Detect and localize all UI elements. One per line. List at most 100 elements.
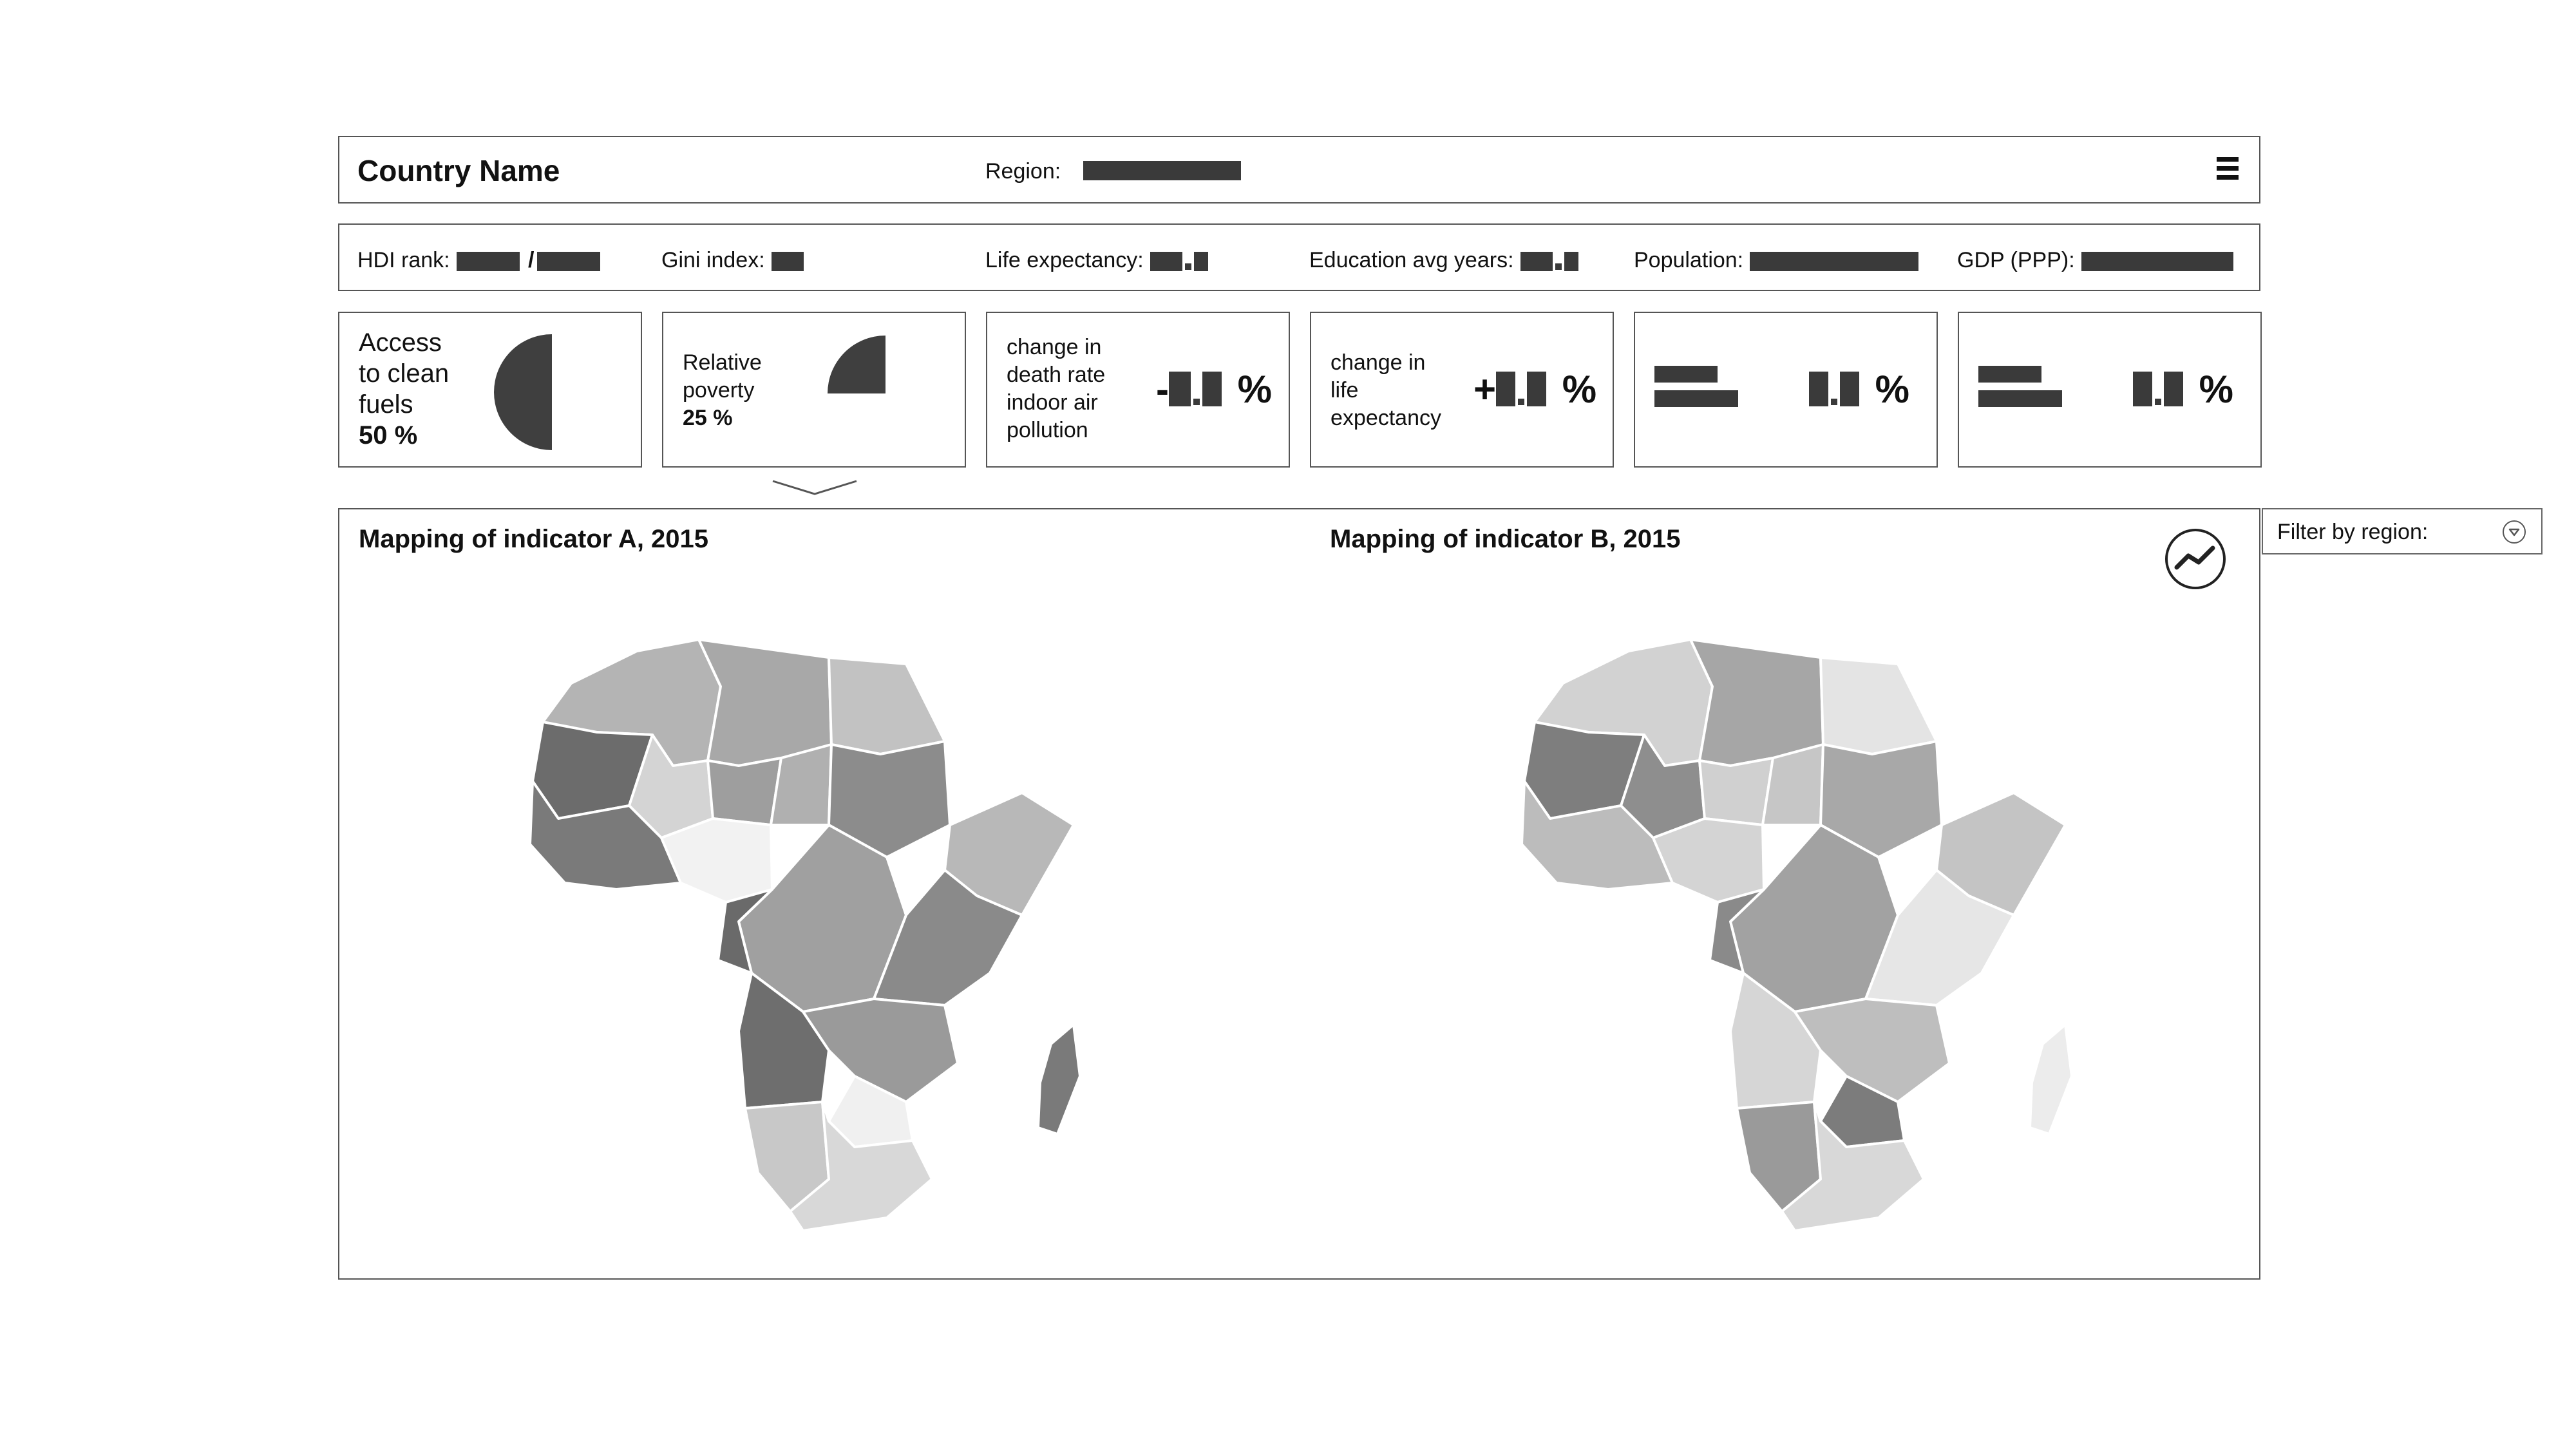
decimal-dot [1555,263,1562,270]
indicator-5-label-placeholder [1654,366,1718,383]
stat-hdi-rank: HDI rank: / [357,248,600,273]
map-a-region-north-central[interactable] [697,638,833,767]
indicator-6-integer [2133,372,2152,406]
clean-fuels-line: to clean [359,359,450,388]
decimal-dot [1193,399,1200,405]
filter-label: Filter by region: [2277,520,2429,544]
stats-bar: HDI rank: / Gini index: Life expectancy:… [338,223,2260,291]
map-a-region-northeast[interactable] [828,656,946,755]
stat-gini: Gini index: [661,248,804,273]
death-rate-unit: % [1237,368,1273,411]
indicator-5-decimal [1840,372,1859,406]
clean-fuels-label: Access to clean fuels 50 % [359,327,449,451]
indicator-6-value: % [2133,367,2233,412]
indicator-6-label-placeholder [1978,366,2041,383]
poverty-line: poverty [683,378,755,402]
death-rate-sign: - [1156,368,1169,411]
decimal-dot [1184,263,1191,270]
card-indicator-6[interactable]: % [1958,312,2262,468]
menu-icon[interactable] [2217,157,2239,183]
gdp-label: GDP (PPP): [1957,248,2075,272]
hdi-separator: / [528,248,535,272]
population-label: Population: [1634,248,1744,272]
card-clean-fuels[interactable]: Access to clean fuels 50 % [338,312,642,468]
map-b-region-nigeria[interactable] [1652,817,1765,904]
region-value-placeholder [1083,161,1241,180]
education-label: Education avg years: [1309,248,1514,272]
decimal-dot [1518,399,1525,405]
gdp-value [2081,252,2233,272]
chevron-down-icon[interactable] [2503,520,2526,544]
life-change-value: + % [1473,367,1596,412]
region-label: Region: [985,159,1061,184]
life-expectancy-value [1150,252,1182,272]
education-decimal [1564,252,1578,272]
gini-label: Gini index: [661,248,765,272]
education-value [1520,252,1553,272]
map-a-title: Mapping of indicator A, 2015 [359,525,709,553]
stat-gdp: GDP (PPP): [1957,248,2233,273]
stat-life-expectancy: Life expectancy: [985,248,1208,273]
indicator-6-decimal [2164,372,2183,406]
map-b-region-northeast[interactable] [1819,656,1938,755]
country-title: Country Name [357,154,560,187]
selected-card-caret-icon [772,480,857,495]
hdi-rank-label: HDI rank: [357,248,450,272]
death-rate-line: change in [1007,335,1102,359]
card-indicator-5[interactable]: % [1634,312,1938,468]
trend-button[interactable] [2165,529,2226,589]
life-change-line: expectancy [1331,406,1441,430]
life-change-line: change in [1331,350,1426,375]
map-b-region-madagascar[interactable] [2029,1023,2073,1135]
map-a-region-nigeria[interactable] [660,817,773,904]
indicator-6-label-placeholder [1978,390,2062,407]
clean-fuels-pie-slice [494,334,552,450]
map-b-region-north-central[interactable] [1689,638,1824,767]
gini-value [771,252,804,272]
card-life-expectancy-change[interactable]: change in life expectancy + % [1310,312,1614,468]
clean-fuels-pie [494,334,552,450]
life-expectancy-label: Life expectancy: [985,248,1144,272]
region-filter-dropdown[interactable]: Filter by region: [2262,508,2543,554]
death-rate-integer [1168,372,1191,406]
map-b-region-central-sahel[interactable] [1698,757,1774,826]
life-change-sign: + [1473,368,1497,411]
map-a-region-gabon[interactable] [717,888,773,974]
life-change-decimal [1527,372,1547,406]
map-b [1520,638,2073,1232]
map-b-region-gabon[interactable] [1709,888,1765,974]
life-change-line: life [1331,378,1359,402]
stat-education: Education avg years: [1309,248,1578,273]
indicator-5-integer [1809,372,1828,406]
indicator-6-unit: % [2199,368,2234,411]
poverty-pie-slice [828,336,886,393]
map-a-region-central-sahel[interactable] [706,757,782,826]
death-rate-line: pollution [1007,418,1088,442]
indicator-5-value: % [1809,367,1909,412]
card-death-rate[interactable]: change in death rate indoor air pollutio… [986,312,1290,468]
map-a-region-south[interactable] [789,1101,933,1232]
country-header: Country Name Region: [338,136,2260,204]
map-b-region-south[interactable] [1781,1101,1925,1232]
poverty-pie [828,336,886,393]
life-change-integer [1496,372,1516,406]
card-relative-poverty[interactable]: Relative poverty 25 % [662,312,966,468]
map-a-region-madagascar[interactable] [1037,1023,1081,1135]
population-value [1750,252,1919,272]
decimal-dot [1831,399,1837,405]
clean-fuels-line: Access [359,328,442,357]
life-change-unit: % [1562,368,1597,411]
map-b-title: Mapping of indicator B, 2015 [1330,525,1681,553]
life-expectancy-decimal [1193,252,1208,272]
indicator-5-unit: % [1875,368,1910,411]
map-panel: Mapping of indicator A, 2015 Mapping of … [338,508,2260,1280]
poverty-value: 25 % [683,406,733,430]
death-rate-line: death rate [1007,363,1106,387]
life-change-label: change in life expectancy [1331,349,1441,432]
hdi-rank-value [456,252,520,272]
death-rate-decimal [1202,372,1222,406]
poverty-line: Relative [683,350,762,375]
map-a [529,638,1081,1232]
indicator-5-label-placeholder [1654,390,1738,407]
clean-fuels-value: 50 % [359,421,418,450]
